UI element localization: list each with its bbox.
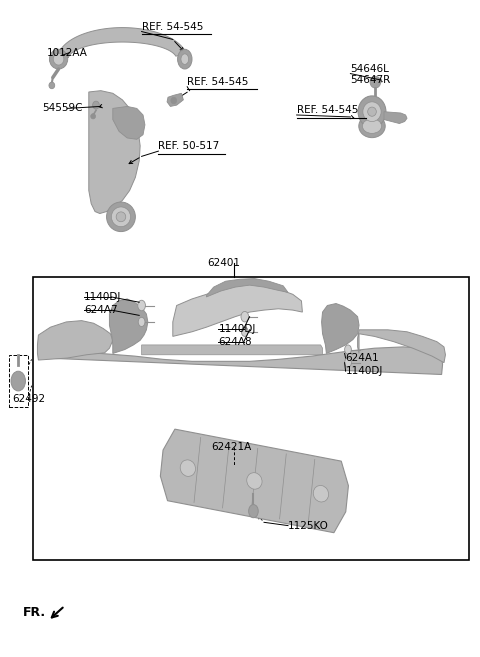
Circle shape: [345, 358, 351, 367]
Text: 54559C: 54559C: [42, 103, 83, 114]
Ellipse shape: [362, 119, 382, 133]
Text: 1140DJ: 1140DJ: [84, 292, 121, 302]
Polygon shape: [173, 284, 302, 336]
Text: FR.: FR.: [23, 606, 46, 619]
Polygon shape: [160, 429, 348, 533]
Ellipse shape: [247, 472, 262, 489]
Circle shape: [241, 327, 248, 336]
Polygon shape: [46, 347, 443, 374]
Text: 62421A: 62421A: [211, 442, 252, 452]
Bar: [9, 355, 28, 407]
Ellipse shape: [171, 97, 177, 104]
Ellipse shape: [178, 49, 192, 69]
Ellipse shape: [91, 114, 96, 119]
Text: 1140DJ: 1140DJ: [346, 366, 383, 376]
Polygon shape: [142, 345, 323, 355]
Ellipse shape: [93, 101, 99, 109]
Circle shape: [138, 317, 145, 327]
Text: 624A8: 624A8: [218, 336, 252, 347]
Ellipse shape: [363, 102, 381, 122]
Polygon shape: [206, 279, 288, 297]
Ellipse shape: [313, 486, 329, 502]
Circle shape: [249, 505, 258, 518]
Circle shape: [345, 345, 351, 354]
Circle shape: [138, 300, 145, 311]
Text: 54647R: 54647R: [350, 75, 391, 85]
Ellipse shape: [49, 82, 55, 89]
Text: 62492: 62492: [12, 394, 45, 404]
Ellipse shape: [111, 207, 131, 227]
Text: 1012AA: 1012AA: [47, 47, 88, 58]
Polygon shape: [167, 93, 183, 106]
Ellipse shape: [53, 53, 64, 65]
Text: 1125KO: 1125KO: [288, 520, 329, 531]
Polygon shape: [358, 330, 445, 363]
Polygon shape: [89, 91, 140, 214]
Text: REF. 54-545: REF. 54-545: [297, 105, 358, 115]
Text: 54646L: 54646L: [350, 64, 389, 74]
Text: REF. 54-545: REF. 54-545: [142, 22, 203, 32]
Polygon shape: [113, 106, 145, 139]
Polygon shape: [322, 304, 359, 353]
Ellipse shape: [358, 96, 386, 127]
Polygon shape: [384, 112, 407, 124]
Ellipse shape: [116, 212, 126, 222]
Circle shape: [11, 371, 25, 391]
Text: 1140DJ: 1140DJ: [218, 323, 256, 334]
Text: REF. 54-545: REF. 54-545: [187, 77, 249, 87]
Polygon shape: [109, 299, 148, 353]
Bar: [33, 277, 469, 560]
Ellipse shape: [180, 460, 195, 476]
Polygon shape: [58, 28, 186, 58]
Text: 624A1: 624A1: [346, 353, 379, 363]
Polygon shape: [37, 321, 113, 360]
Circle shape: [241, 311, 249, 322]
Ellipse shape: [370, 76, 381, 88]
Ellipse shape: [359, 115, 385, 138]
Text: 624A7: 624A7: [84, 305, 118, 315]
Text: 62401: 62401: [207, 258, 240, 268]
Ellipse shape: [181, 54, 189, 64]
Ellipse shape: [49, 49, 68, 69]
Ellipse shape: [368, 107, 376, 116]
Text: REF. 50-517: REF. 50-517: [158, 141, 220, 151]
Ellipse shape: [107, 202, 135, 232]
